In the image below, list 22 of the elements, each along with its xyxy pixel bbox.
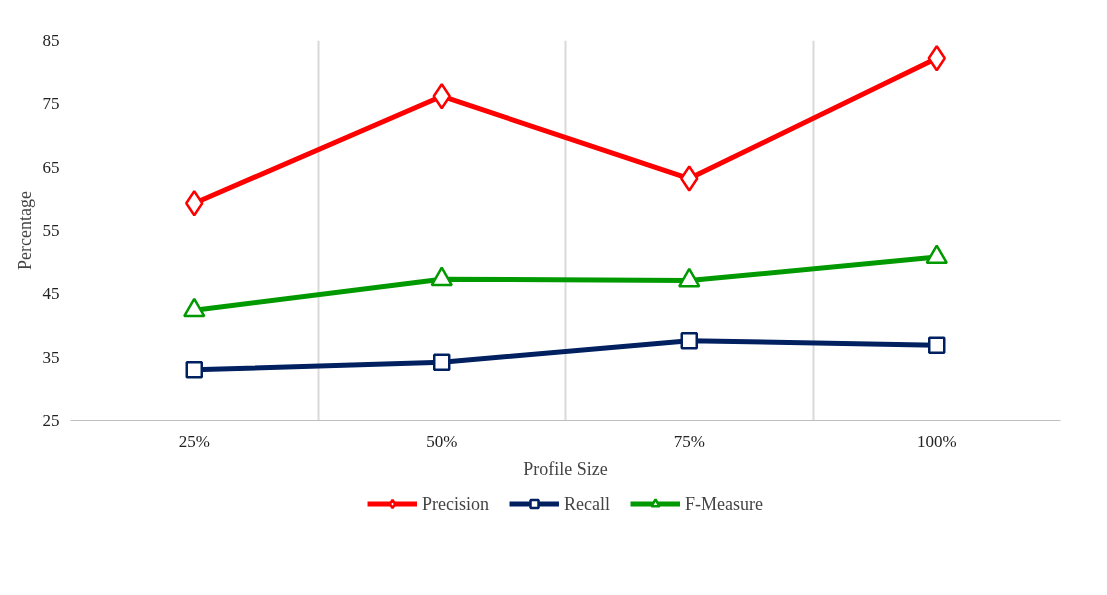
point [680, 331, 698, 350]
point [185, 361, 203, 379]
legend-label: Recall [564, 493, 610, 514]
legend-label: F-Measure [685, 493, 763, 514]
y-tick-label: 55 [42, 221, 60, 240]
point [680, 165, 699, 192]
point [433, 353, 451, 371]
y-tick-label: 35 [42, 347, 60, 367]
x-tick-label: 100% [916, 431, 957, 451]
y-axis-title: Percentage [14, 191, 35, 270]
y-tick-label: 85 [42, 31, 60, 50]
point [928, 336, 946, 354]
y-tick-label: 45 [42, 284, 60, 304]
x-axis-title: Profile Size [523, 458, 608, 479]
x-tick-label: 25% [178, 431, 210, 451]
x-tick-label: 50% [426, 431, 458, 451]
y-tick-label: 75 [42, 94, 60, 114]
legend-label: Precision [422, 493, 490, 514]
point [185, 190, 204, 217]
y-tick-label: 25 [42, 411, 60, 430]
x-tick-label: 75% [673, 431, 705, 451]
y-tick-label: 65 [42, 157, 60, 177]
